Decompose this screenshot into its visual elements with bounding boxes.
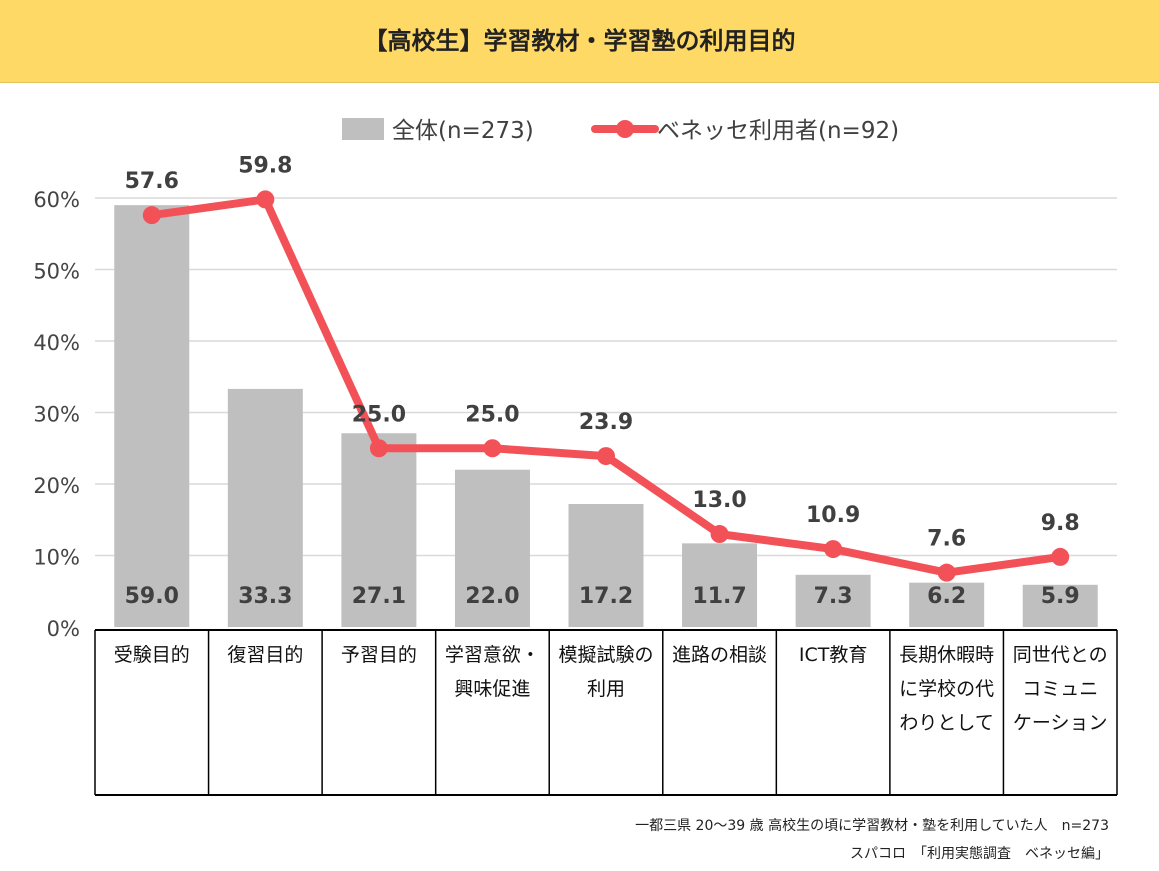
bar	[341, 433, 417, 627]
category-cell: 復習目的	[209, 630, 323, 795]
bar	[909, 582, 985, 627]
line-point	[142, 206, 161, 225]
category-label: に学校の代	[899, 678, 995, 700]
category-label: わりとして	[899, 712, 994, 734]
title-band	[0, 0, 1159, 83]
legend-swatch-bar	[342, 118, 384, 140]
line-value-label: 9.8	[1041, 511, 1080, 536]
legend-label-line: ベネッセ利用者(n=92)	[657, 118, 899, 144]
source-credit: スパコロ 「利用実態調査 ベネッセ編」	[850, 846, 1109, 862]
y-tick-label: 50%	[33, 260, 80, 284]
line-value-label: 59.8	[238, 153, 292, 178]
line-point	[1051, 547, 1070, 566]
bar	[795, 574, 871, 627]
category-label: 受験目的	[113, 644, 190, 666]
category-label: 学習意欲・	[444, 644, 540, 666]
bar-value-label: 59.0	[125, 584, 179, 609]
category-cell: 同世代とのコミュニケーション	[1003, 630, 1117, 795]
bar-value-label: 27.1	[352, 584, 406, 609]
category-label: ICT教育	[798, 644, 868, 666]
category-cell: 長期休暇時に学校の代わりとして	[890, 630, 1004, 795]
category-label: 予習目的	[340, 644, 417, 666]
source-note: 一都三県 20～39 歳 高校生の頃に学習教材・塾を利用していた人 n=273	[635, 818, 1109, 834]
y-tick-label: 60%	[33, 188, 80, 212]
bar-value-label: 11.7	[692, 584, 746, 609]
y-tick-label: 0%	[47, 617, 80, 641]
bar	[568, 504, 644, 627]
category-label: 長期休暇時	[899, 644, 995, 666]
line-value-label: 13.0	[692, 488, 746, 513]
y-tick-label: 30%	[33, 403, 80, 427]
bar-value-label: 17.2	[579, 584, 633, 609]
category-cell: ICT教育	[776, 630, 890, 795]
legend-marker	[616, 120, 634, 138]
bar	[682, 543, 758, 627]
legend-label-bar: 全体(n=273)	[392, 118, 534, 144]
bar	[227, 388, 303, 627]
category-cell: 学習意欲・ 興味促進	[436, 630, 550, 795]
line-value-label: 25.0	[352, 402, 406, 427]
line-value-label: 23.9	[579, 410, 633, 435]
line-value-label: 7.6	[927, 527, 966, 552]
line-point	[369, 439, 388, 458]
line-point	[483, 439, 502, 458]
bar	[114, 205, 190, 627]
bar	[454, 469, 530, 627]
category-label: ケーション	[1012, 712, 1108, 734]
line-point	[937, 563, 956, 582]
line-value-label: 25.0	[465, 402, 519, 427]
line-value-label: 57.6	[125, 169, 179, 194]
y-tick-label: 40%	[33, 331, 80, 355]
category-cell: 模擬試験の 利用	[549, 630, 663, 795]
bar-value-label: 5.9	[1041, 584, 1080, 609]
y-tick-label: 20%	[33, 474, 80, 498]
category-label: 復習目的	[227, 644, 304, 666]
bar-value-label: 6.2	[927, 584, 966, 609]
line-point	[824, 540, 843, 559]
bar-value-label: 22.0	[465, 584, 519, 609]
chart-title: 【高校生】学習教材・学習塾の利用目的	[363, 27, 796, 55]
bar	[1022, 584, 1098, 627]
line-point	[256, 190, 275, 209]
line-point	[710, 525, 729, 544]
category-label: コミュニ	[1022, 678, 1099, 700]
y-tick-label: 10%	[33, 546, 80, 570]
category-cell: 受験目的	[95, 630, 209, 795]
category-label: 興味促進	[454, 678, 531, 700]
line-value-label: 10.9	[806, 503, 860, 528]
line-point	[597, 447, 615, 466]
category-cell: 予習目的	[322, 630, 436, 795]
category-label: 同世代との	[1012, 644, 1108, 666]
bar-value-label: 33.3	[238, 584, 292, 609]
category-label: 進路の相談	[672, 644, 768, 666]
category-label: 利用	[586, 678, 625, 700]
category-label: 模擬試験の	[558, 644, 654, 666]
category-cell: 進路の相談	[663, 630, 777, 795]
bar-value-label: 7.3	[814, 584, 853, 609]
